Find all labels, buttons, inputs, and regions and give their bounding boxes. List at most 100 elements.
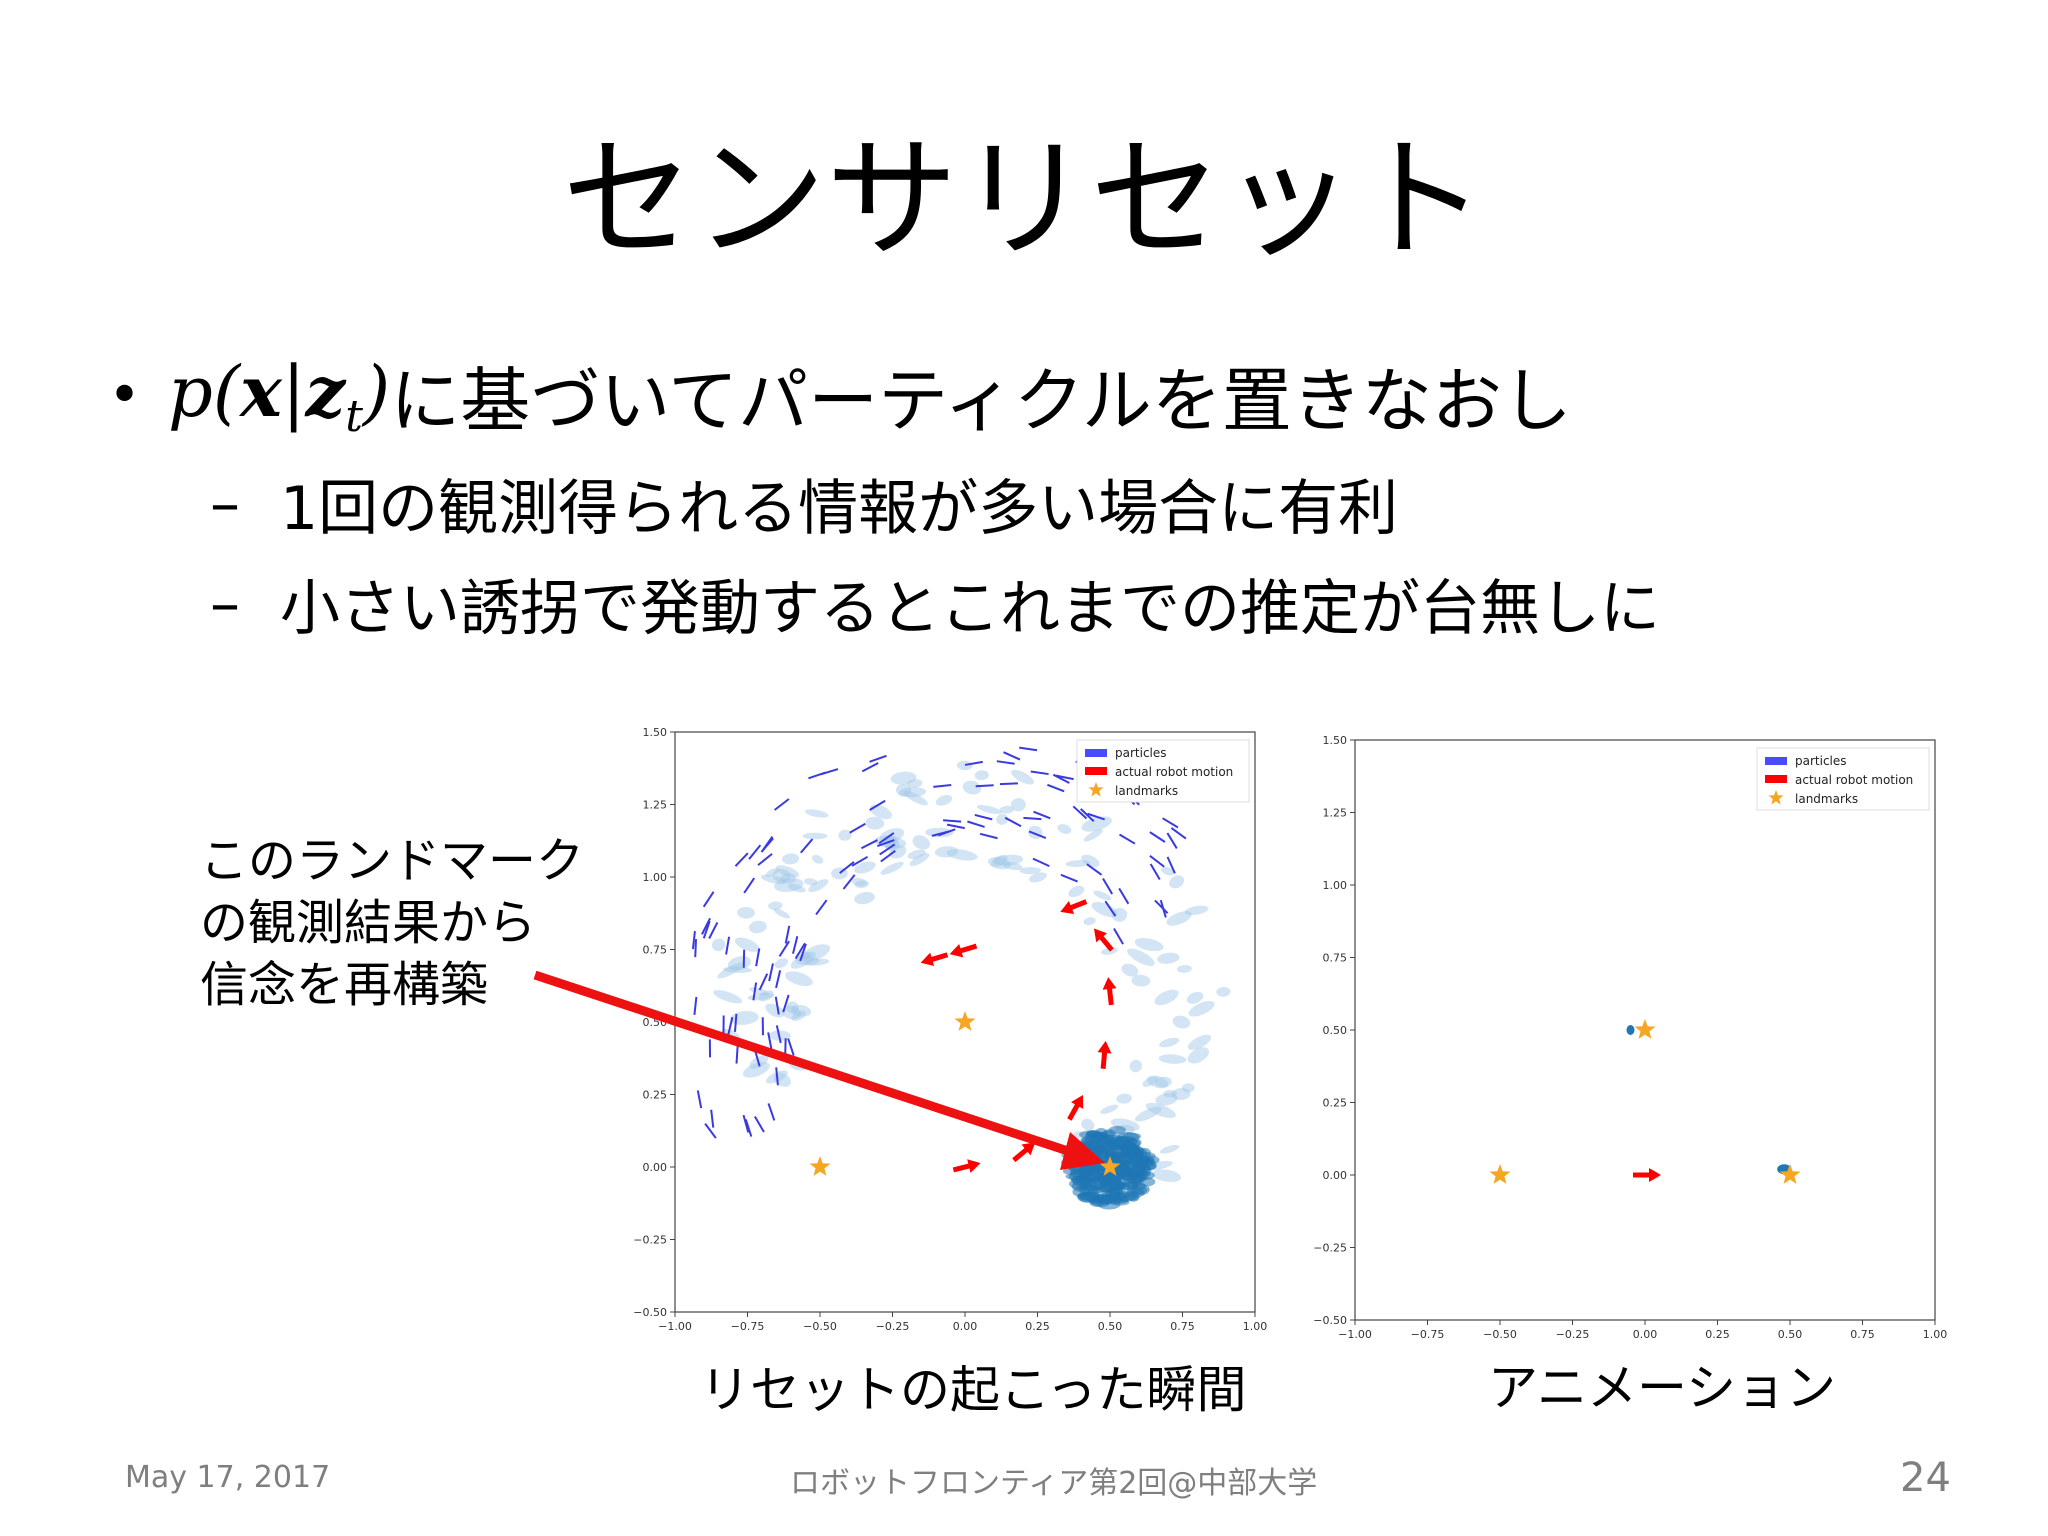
legend-swatch-motion bbox=[1765, 775, 1787, 783]
particle-arrow bbox=[791, 935, 799, 954]
particle bbox=[791, 1004, 812, 1017]
particle bbox=[854, 861, 876, 874]
particle-arrow bbox=[975, 784, 994, 788]
cluster-particle bbox=[1110, 1199, 1130, 1206]
legend-swatch-motion bbox=[1085, 767, 1107, 775]
robot-motion-head bbox=[1097, 1040, 1112, 1054]
particle bbox=[782, 853, 800, 865]
particle bbox=[727, 956, 752, 971]
particle-arrow bbox=[1118, 833, 1136, 845]
particle-arrow bbox=[869, 754, 887, 763]
particle-arrow bbox=[878, 832, 895, 845]
particle-arrow bbox=[1154, 899, 1169, 914]
particle bbox=[787, 883, 806, 893]
robot-motion-shaft bbox=[1098, 934, 1114, 952]
y-tick-label: 0.75 bbox=[1323, 952, 1348, 965]
particle bbox=[748, 920, 767, 934]
particle-arrow bbox=[1118, 887, 1130, 905]
y-tick-label: 0.25 bbox=[1323, 1097, 1348, 1110]
particle bbox=[1171, 1088, 1191, 1100]
particle-arrow bbox=[1170, 827, 1187, 840]
particle-arrow bbox=[787, 1038, 795, 1056]
particle-arrow bbox=[1149, 855, 1165, 868]
particle bbox=[1068, 885, 1085, 898]
particle bbox=[934, 846, 959, 858]
particle bbox=[1166, 911, 1192, 926]
particle bbox=[1159, 1037, 1180, 1048]
particle-arrow bbox=[839, 861, 855, 874]
cluster-particle bbox=[1104, 1180, 1127, 1191]
particle bbox=[906, 779, 923, 788]
particle bbox=[1111, 907, 1128, 922]
y-tick-label: −0.25 bbox=[633, 1234, 667, 1247]
particle bbox=[1145, 1102, 1176, 1118]
callout-arrow-head bbox=[1060, 1132, 1105, 1170]
particle bbox=[1091, 901, 1118, 918]
particle bbox=[907, 849, 926, 859]
robot-motion-shaft bbox=[1067, 1102, 1081, 1121]
particle bbox=[1152, 1169, 1182, 1183]
particle-arrow bbox=[1032, 857, 1050, 868]
particle bbox=[760, 874, 787, 885]
x-tick-label: 0.75 bbox=[1170, 1320, 1195, 1333]
x-tick-label: −0.50 bbox=[803, 1320, 837, 1333]
particle bbox=[1163, 1090, 1177, 1098]
sub-bullet-1-text: 1回の観測得られる情報が多い場合に有利 bbox=[280, 474, 1399, 544]
particle bbox=[903, 791, 928, 806]
robot-motion-head bbox=[1021, 1142, 1036, 1156]
particle-arrow bbox=[1055, 774, 1074, 781]
particle-arrow bbox=[842, 874, 856, 890]
x-tick-label: −0.75 bbox=[1411, 1328, 1445, 1341]
particle bbox=[1169, 875, 1185, 889]
robot-motion-shaft bbox=[1068, 899, 1088, 911]
particle bbox=[976, 805, 1002, 815]
landmark-star bbox=[1099, 1156, 1121, 1176]
particle bbox=[962, 780, 982, 795]
landmark-star bbox=[1489, 1164, 1511, 1184]
particle bbox=[1187, 1034, 1212, 1050]
legend-label-motion: actual robot motion bbox=[1115, 765, 1233, 779]
particle-arrow bbox=[784, 925, 791, 944]
particle-arrow bbox=[1102, 877, 1114, 895]
robot-motion-arrow bbox=[952, 1159, 981, 1173]
particle-arrow bbox=[767, 1032, 773, 1051]
particle-arrow bbox=[974, 813, 993, 821]
particle-arrow bbox=[1113, 928, 1124, 945]
particle bbox=[1129, 1059, 1142, 1073]
particle bbox=[802, 832, 828, 840]
particle-arrow bbox=[1047, 783, 1065, 793]
particle bbox=[1181, 1083, 1195, 1093]
particle-arrow bbox=[710, 1109, 715, 1128]
particle-arrow bbox=[702, 891, 715, 908]
cluster-particle bbox=[1089, 1171, 1104, 1181]
particle-arrow bbox=[800, 838, 814, 854]
particle-arrow bbox=[1060, 873, 1078, 883]
callout-text: このランドマーク の観測結果から 信念を再構築 bbox=[200, 833, 585, 1013]
y-tick-label: 1.25 bbox=[643, 799, 668, 812]
particle bbox=[804, 958, 830, 966]
y-tick-label: 1.50 bbox=[1323, 734, 1348, 747]
particle bbox=[1019, 866, 1041, 875]
particle bbox=[1028, 872, 1047, 883]
particle bbox=[742, 1061, 770, 1078]
particle bbox=[1101, 947, 1118, 955]
particle-arrow bbox=[696, 1090, 703, 1109]
y-tick-label: 1.00 bbox=[1323, 879, 1348, 892]
particle-arrow bbox=[768, 963, 774, 982]
y-tick-label: 1.50 bbox=[643, 726, 668, 739]
particle bbox=[1116, 1093, 1132, 1104]
robot-motion-head bbox=[1102, 977, 1117, 990]
robot-motion-arrow bbox=[1012, 1142, 1036, 1163]
landmark-star bbox=[954, 1011, 976, 1031]
x-tick-label: 0.00 bbox=[1633, 1328, 1658, 1341]
main-bullet-text: に基づいてパーティクルを置きなおし bbox=[390, 360, 1572, 442]
main-bullet: • p(x|zt) に基づいてパーティクルを置きなおし bbox=[108, 345, 1572, 446]
robot-motion-shaft bbox=[1100, 1050, 1108, 1069]
robot-motion-arrow bbox=[1633, 1168, 1661, 1182]
cluster-particle bbox=[1125, 1193, 1139, 1201]
particle-arrow bbox=[1080, 808, 1095, 822]
caption-left: リセットの起こった瞬間 bbox=[700, 1361, 1247, 1419]
particle bbox=[1081, 854, 1100, 868]
x-tick-label: 0.50 bbox=[1778, 1328, 1803, 1341]
cluster-particle bbox=[1086, 1130, 1103, 1138]
